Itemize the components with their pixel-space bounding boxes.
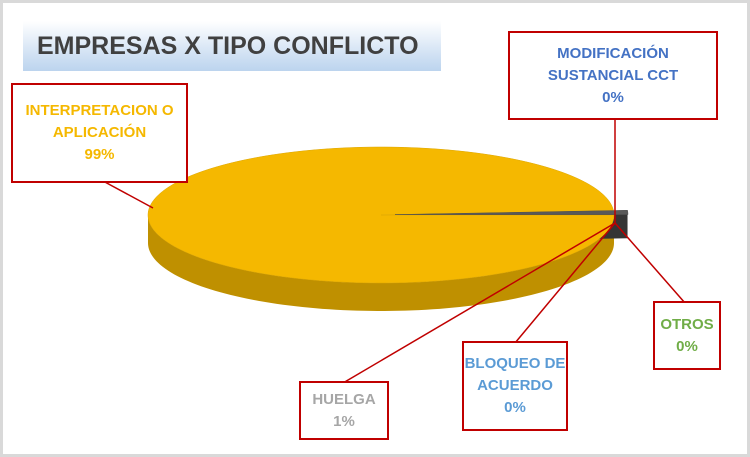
leader-line [102,180,154,209]
data-label: MODIFICACIÓN SUSTANCIAL CCT 0% [508,31,718,120]
leader-line [342,222,616,384]
pie-slice [147,146,615,284]
label-category: INTERPRETACION O APLICACIÓN [25,102,174,141]
pie-area [102,118,686,384]
label-category: MODIFICACIÓN SUSTANCIAL CCT [547,44,679,84]
label-value: 0% [676,337,698,355]
label-value: 1% [333,412,355,430]
pie-slice [394,210,629,215]
pie-slice-side [148,215,614,311]
label-value: 0% [504,399,526,416]
label-category: BLOQUEO DE ACUERDO [464,355,566,394]
leader-line [514,222,616,344]
label-category: HUELGA [312,390,376,408]
data-label: INTERPRETACION O APLICACIÓN 99% [11,83,188,183]
data-label: HUELGA 1% [299,381,389,440]
data-label: OTROS 0% [653,301,721,370]
label-value: 0% [602,88,624,106]
leader-line [614,222,686,304]
label-value: 99% [84,146,115,163]
label-category: OTROS [660,315,714,333]
chart-title: EMPRESAS X TIPO CONFLICTO [23,21,441,71]
data-label: BLOQUEO DE ACUERDO 0% [462,341,568,431]
